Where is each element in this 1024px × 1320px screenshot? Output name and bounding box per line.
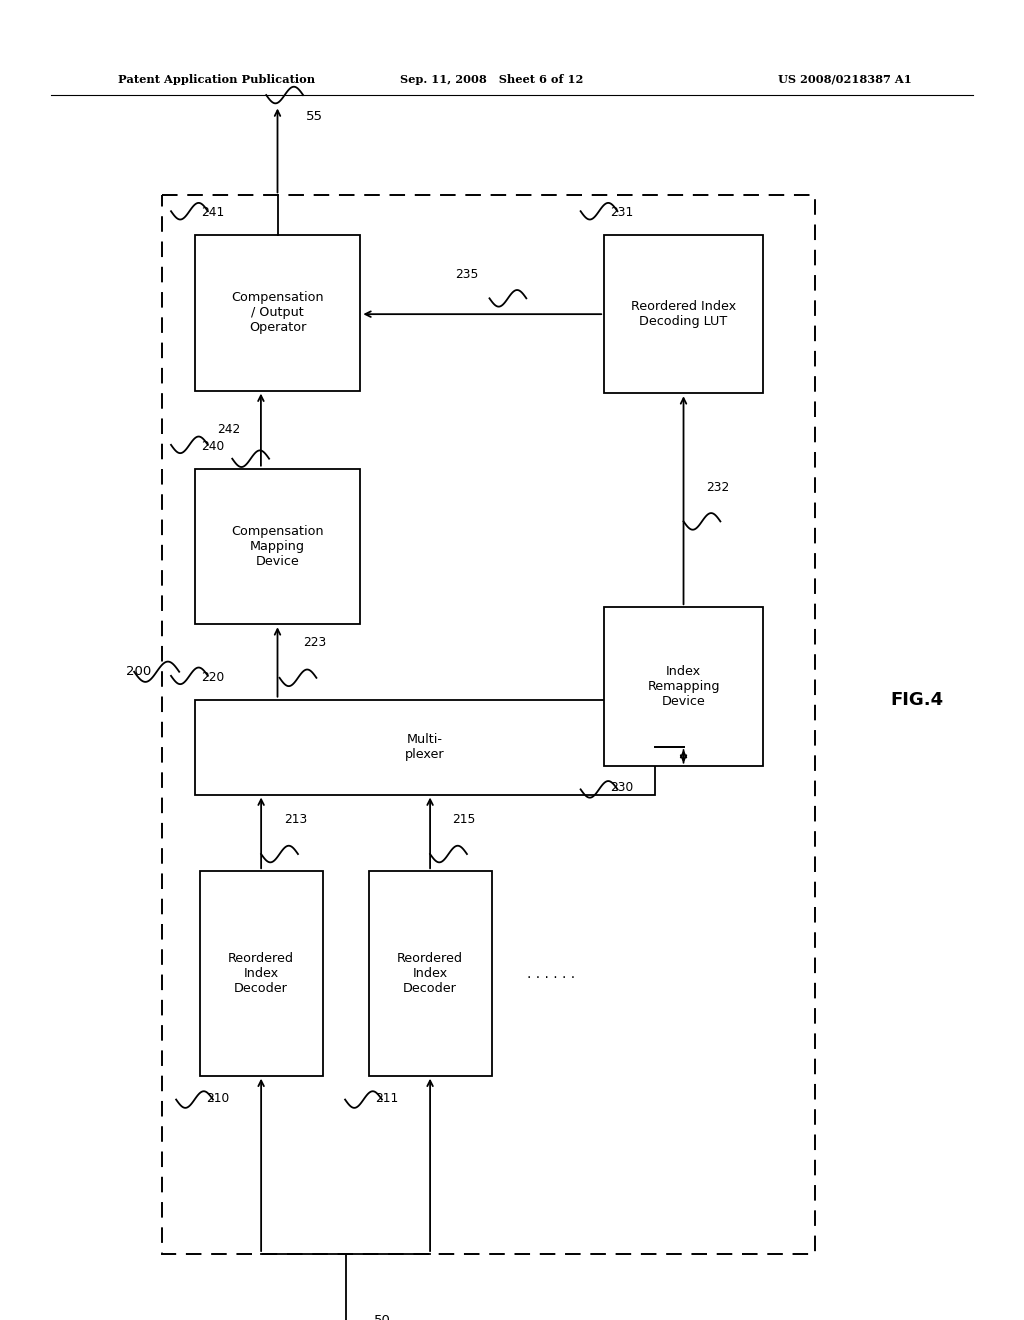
Text: 215: 215 — [453, 813, 476, 826]
Text: 210: 210 — [206, 1092, 229, 1105]
Text: 235: 235 — [456, 268, 478, 281]
Text: 55: 55 — [306, 110, 324, 123]
Bar — [195, 700, 655, 795]
Text: Reordered
Index
Decoder: Reordered Index Decoder — [397, 952, 463, 995]
Text: Index
Remapping
Device: Index Remapping Device — [647, 665, 720, 708]
Text: 213: 213 — [284, 813, 307, 826]
Text: 211: 211 — [375, 1092, 398, 1105]
Text: 220: 220 — [201, 671, 224, 684]
Text: 231: 231 — [610, 206, 634, 219]
Bar — [604, 235, 763, 393]
Text: Reordered Index
Decoding LUT: Reordered Index Decoding LUT — [631, 300, 736, 329]
Text: Patent Application Publication: Patent Application Publication — [118, 74, 315, 84]
Text: 200: 200 — [126, 665, 152, 678]
Bar — [369, 871, 492, 1076]
Text: 242: 242 — [217, 424, 241, 436]
Text: 230: 230 — [610, 781, 634, 795]
Text: 50: 50 — [375, 1313, 391, 1320]
Text: Sep. 11, 2008   Sheet 6 of 12: Sep. 11, 2008 Sheet 6 of 12 — [399, 74, 584, 84]
Bar — [162, 195, 815, 1254]
Text: 241: 241 — [201, 206, 224, 219]
Text: FIG.4: FIG.4 — [890, 690, 943, 709]
Bar — [195, 469, 360, 624]
Text: Compensation
/ Output
Operator: Compensation / Output Operator — [231, 292, 324, 334]
Bar — [195, 235, 360, 391]
Text: Compensation
Mapping
Device: Compensation Mapping Device — [231, 525, 324, 568]
Text: 240: 240 — [201, 440, 224, 453]
Bar — [200, 871, 323, 1076]
Text: 223: 223 — [303, 636, 327, 648]
Text: US 2008/0218387 A1: US 2008/0218387 A1 — [777, 74, 911, 84]
Text: Reordered
Index
Decoder: Reordered Index Decoder — [228, 952, 294, 995]
Bar — [604, 607, 763, 766]
Text: . . . . . .: . . . . . . — [527, 968, 575, 981]
Text: Multi-
plexer: Multi- plexer — [406, 733, 444, 762]
Text: 232: 232 — [707, 480, 729, 494]
